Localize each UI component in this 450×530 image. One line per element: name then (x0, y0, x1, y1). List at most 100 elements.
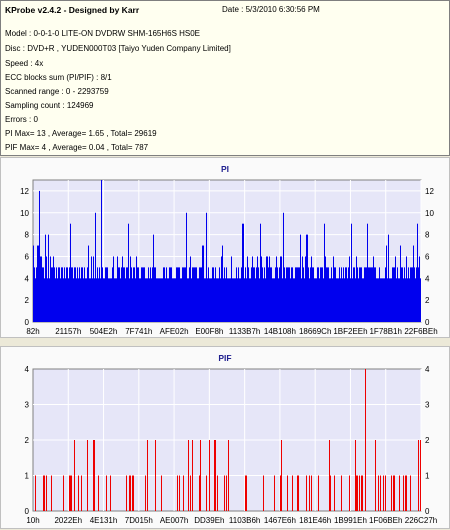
bar (303, 267, 304, 322)
y-tick-label-left: 0 (25, 318, 30, 327)
bar (251, 267, 252, 322)
bar (184, 267, 185, 322)
bar (226, 267, 227, 322)
bar (95, 212, 96, 322)
bar (59, 267, 60, 322)
bar (215, 440, 216, 511)
bar (98, 278, 99, 322)
bar (342, 278, 343, 322)
bar (136, 256, 137, 322)
range-line: Scanned range : 0 - 2293759 (5, 87, 109, 96)
bar (186, 212, 187, 322)
y-tick-label-right: 8 (425, 231, 430, 240)
bar (69, 475, 70, 511)
bar (93, 256, 94, 322)
bar (344, 278, 345, 322)
bar (94, 278, 95, 322)
bar (242, 223, 243, 322)
bar (380, 278, 381, 322)
bar (128, 223, 129, 322)
x-tick-label: 7F741h (125, 327, 152, 336)
bar (300, 234, 301, 322)
bar (293, 278, 294, 322)
bar (147, 278, 148, 322)
bar (130, 256, 131, 322)
bar (167, 278, 168, 322)
bar (283, 212, 284, 322)
bar (203, 245, 204, 322)
bar (408, 267, 409, 322)
pi-chart-panel: PI 0 0 2 2 4 4 6 6 8 8 10 10 12 12 82h 21157h 504E2h 7F74… (0, 157, 450, 338)
bar (354, 267, 355, 322)
bar (60, 278, 61, 322)
bar (311, 256, 312, 322)
bar (152, 267, 153, 322)
bar (149, 278, 150, 322)
bar (70, 475, 71, 511)
bar (158, 278, 159, 322)
bar (92, 278, 93, 322)
bar (222, 245, 223, 322)
bar (175, 278, 176, 322)
bar (43, 475, 44, 511)
bar (82, 267, 83, 322)
bar (387, 278, 388, 322)
bar (413, 245, 414, 322)
bar (330, 278, 331, 322)
bar (334, 267, 335, 322)
x-tick-label: 504E2h (90, 327, 118, 336)
bar (404, 267, 405, 322)
bar (66, 267, 67, 322)
bar (190, 475, 191, 511)
bar (199, 475, 200, 511)
bar (41, 256, 42, 322)
bar (229, 278, 230, 322)
bar (94, 440, 95, 511)
x-tick-label: 181E46h (299, 516, 331, 525)
bar (80, 278, 81, 322)
bar (265, 278, 266, 322)
speed-line: Speed : 4x (5, 59, 44, 68)
y-tick-label-right: 2 (425, 436, 430, 445)
bar (179, 475, 180, 511)
bar (102, 267, 103, 322)
x-tick-label: 14B108h (264, 327, 296, 336)
bar (318, 267, 319, 322)
bar (249, 278, 250, 322)
bar (355, 440, 356, 511)
bar (84, 267, 85, 322)
bar (163, 267, 164, 322)
bar (209, 440, 210, 511)
bar (384, 278, 385, 322)
bar (33, 245, 34, 322)
bar (278, 278, 279, 322)
bar (234, 278, 235, 322)
bar (106, 475, 107, 511)
bar (290, 278, 291, 322)
bar (298, 267, 299, 322)
bar (89, 278, 90, 322)
x-tick-label: 21157h (55, 327, 81, 336)
bar (46, 256, 47, 322)
bar (259, 278, 260, 322)
bar (217, 278, 218, 322)
bar (226, 475, 227, 511)
bar (177, 267, 178, 322)
pi-chart-title: PI (220, 164, 230, 174)
bar (214, 278, 215, 322)
bar (44, 278, 45, 322)
bar (335, 267, 336, 322)
bar (39, 190, 40, 322)
bar (375, 440, 376, 511)
y-tick-label-right: 0 (425, 507, 430, 516)
bar (106, 267, 107, 322)
bar (213, 267, 214, 322)
bar (346, 267, 347, 322)
bar (398, 278, 399, 322)
bar (255, 278, 256, 322)
y-tick-label-left: 3 (25, 401, 30, 410)
bar (134, 267, 135, 322)
bars (33, 180, 421, 322)
bar (50, 256, 51, 322)
bar (199, 267, 200, 322)
